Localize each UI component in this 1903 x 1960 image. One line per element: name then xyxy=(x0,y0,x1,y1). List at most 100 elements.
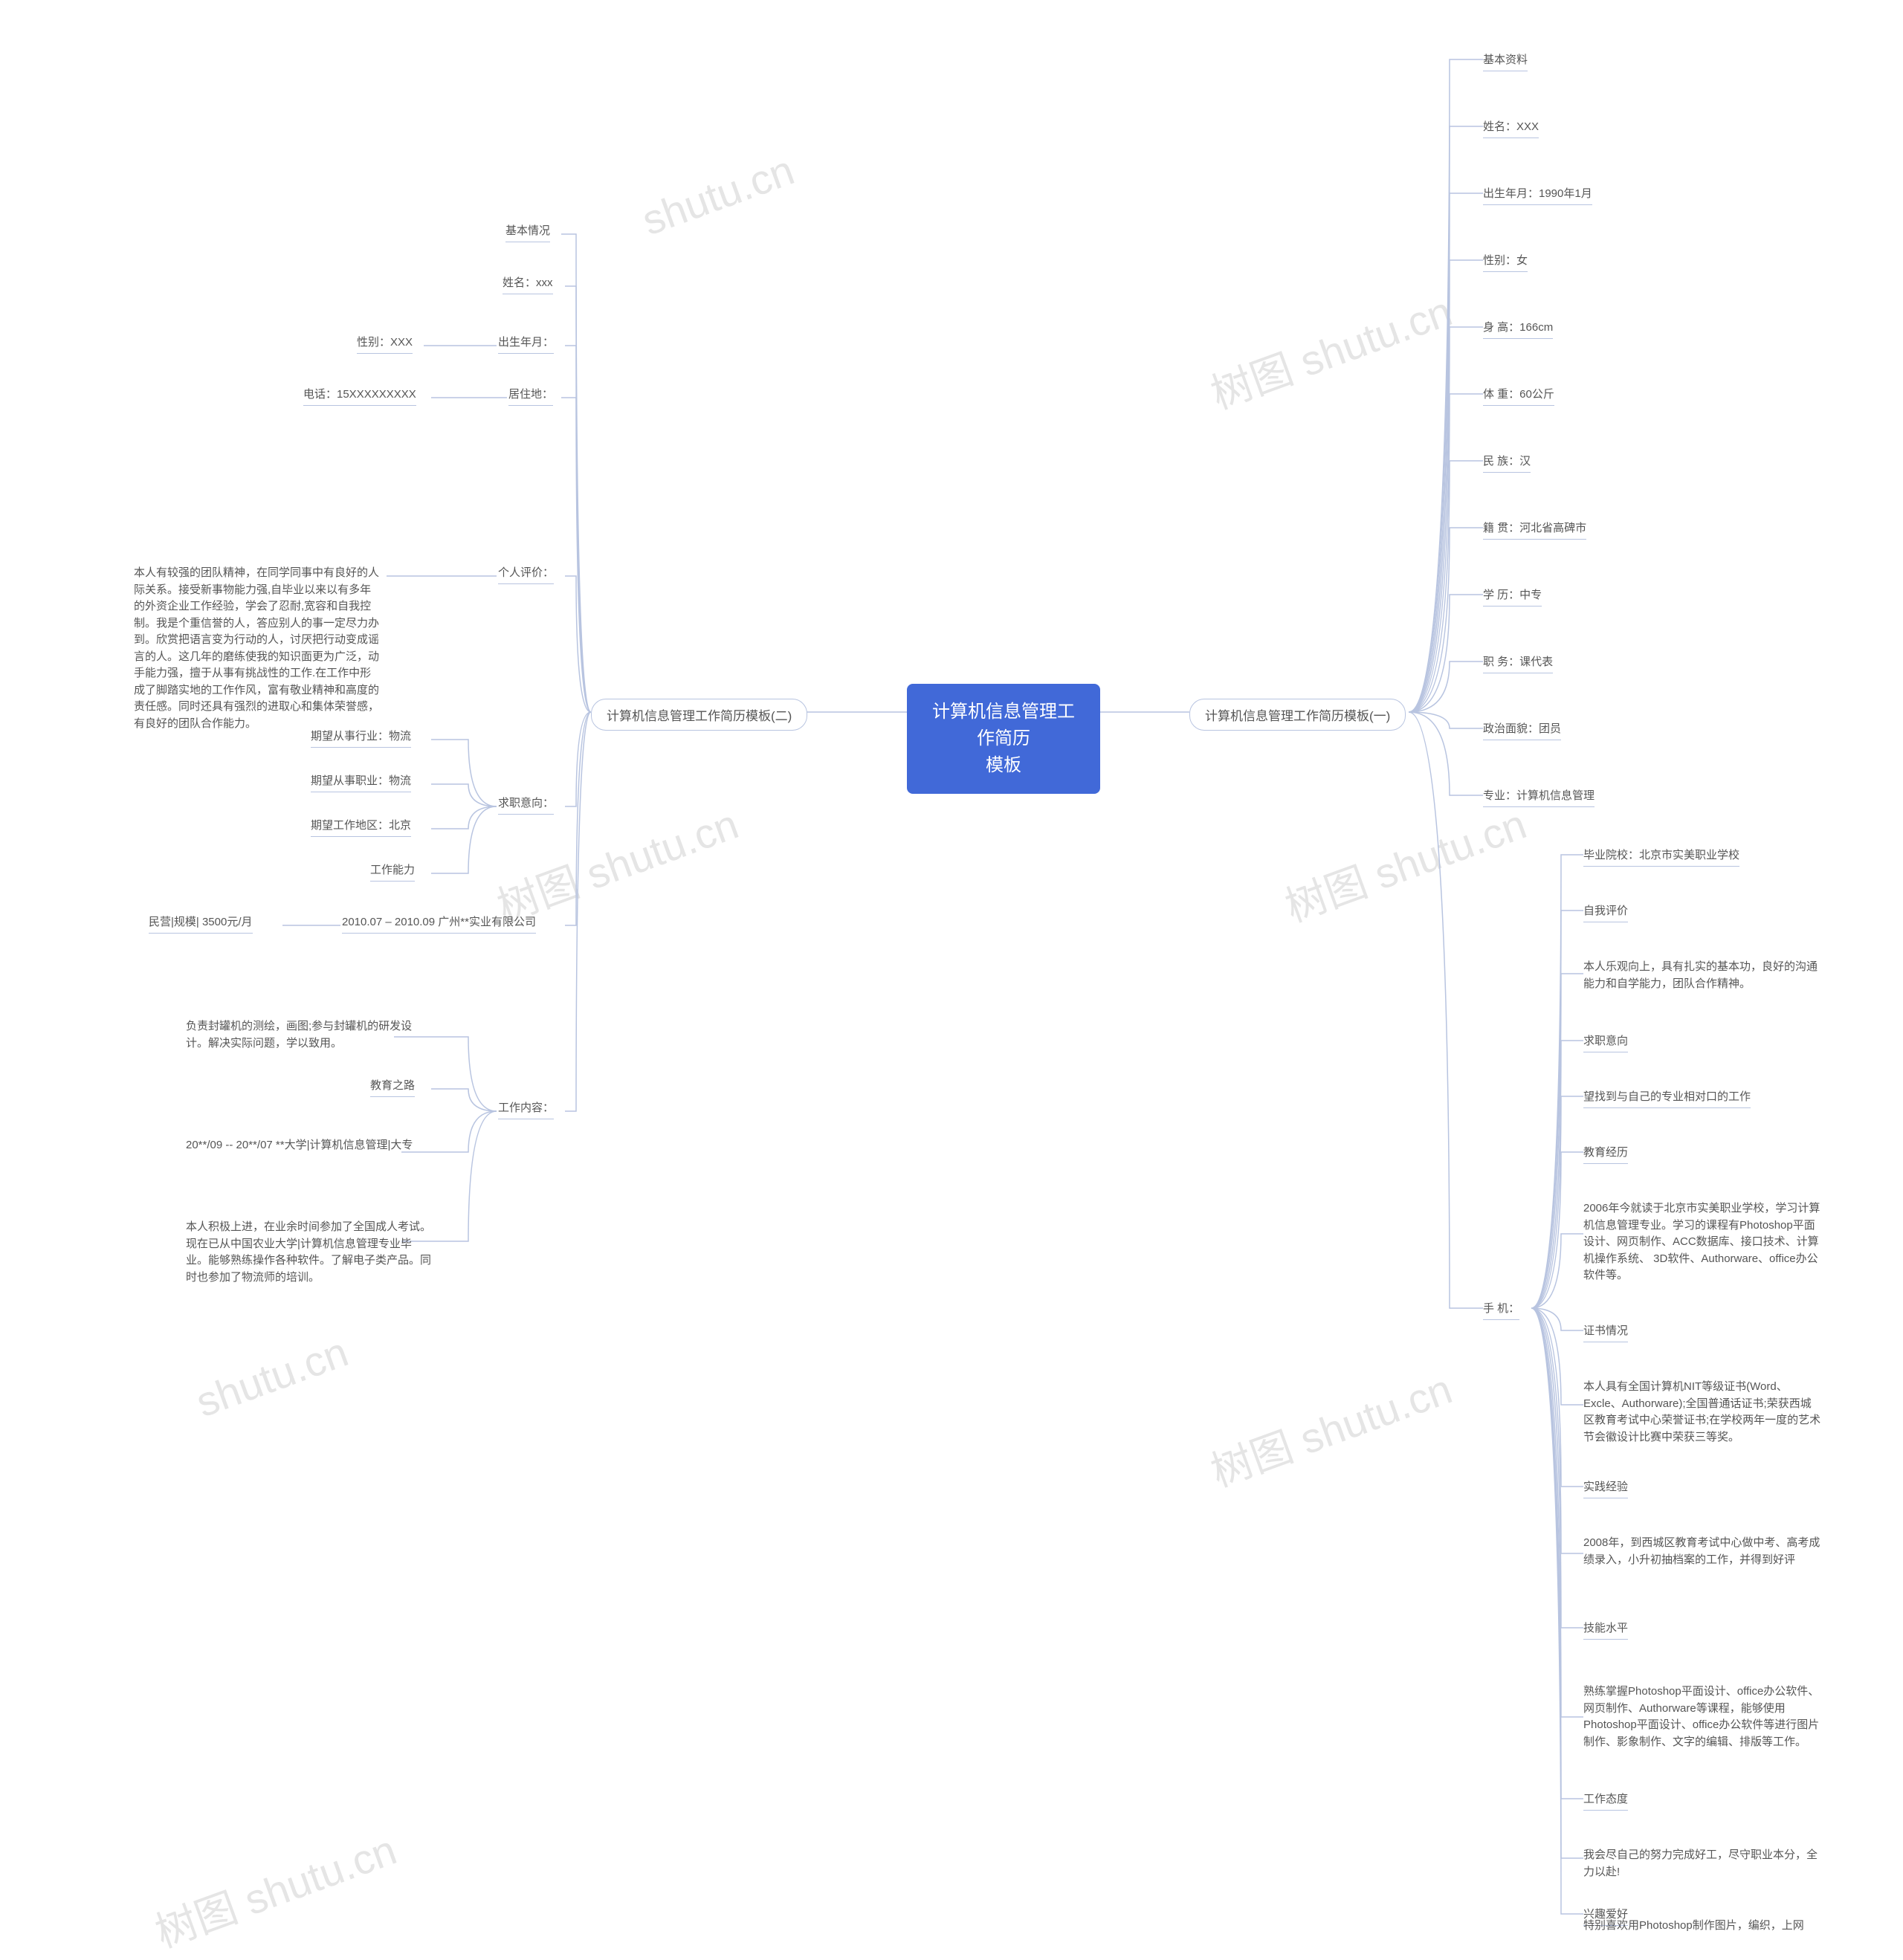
phone-item: 实践经验 xyxy=(1583,1479,1628,1498)
left-sub-item: 20**/09 -- 20**/07 **大学|计算机信息管理|大专 xyxy=(186,1137,413,1154)
left-sub-item: 负责封罐机的测绘，画图;参与封罐机的研发设计。解决实际问题，学以致用。 xyxy=(186,1018,431,1052)
phone-item: 2006年今就读于北京市实美职业学校，学习计算机信息管理专业。学习的课程有Pho… xyxy=(1583,1200,1821,1284)
phone-item: 技能水平 xyxy=(1583,1620,1628,1640)
right-item: 身 高：166cm xyxy=(1483,320,1553,339)
left-item-label: 出生年月： xyxy=(498,334,554,354)
phone-item: 特别喜欢用Photoshop制作图片，编织，上网 xyxy=(1583,1918,1804,1935)
right-item-text: 姓名：XXX xyxy=(1483,119,1539,138)
left-sub-text: 20**/09 -- 20**/07 **大学|计算机信息管理|大专 xyxy=(186,1139,413,1151)
phone-item-text: 望找到与自己的专业相对口的工作 xyxy=(1583,1089,1751,1108)
left-sub-item: 期望工作地区：北京 xyxy=(311,818,411,837)
left-sub-item: 教育之路 xyxy=(370,1078,415,1097)
left-sub-text: 教育之路 xyxy=(370,1078,415,1097)
right-item-text: 专业：计算机信息管理 xyxy=(1483,788,1595,807)
phone-item-text: 实践经验 xyxy=(1583,1479,1628,1498)
right-item-text: 民 族：汉 xyxy=(1483,453,1531,473)
left-sub-item: 本人有较强的团队精神，在同学同事中有良好的人际关系。接受新事物能力强,自毕业以来… xyxy=(134,565,379,732)
phone-item-text: 我会尽自己的努力完成好工，尽守职业本分，全力以赴! xyxy=(1583,1849,1818,1878)
phone-item: 自我评价 xyxy=(1583,903,1628,922)
left-item-label: 工作内容： xyxy=(498,1100,554,1119)
watermark: 树图 shutu.cn xyxy=(1201,1356,1459,1498)
left-item: 2010.07 – 2010.09 广州**实业有限公司 xyxy=(342,914,536,934)
phone-label: 手 机： xyxy=(1483,1301,1519,1320)
branch-right-label: 计算机信息管理工作简历模板(一) xyxy=(1205,709,1390,723)
right-item: 籍 贯：河北省高碑市 xyxy=(1483,520,1586,540)
phone-item: 熟练掌握Photoshop平面设计、office办公软件、网页制作、Author… xyxy=(1583,1684,1821,1750)
left-sub-text: 本人有较强的团队精神，在同学同事中有良好的人际关系。接受新事物能力强,自毕业以来… xyxy=(134,566,379,730)
phone-item: 教育经历 xyxy=(1583,1145,1628,1164)
phone-item-text: 求职意向 xyxy=(1583,1033,1628,1052)
left-item: 个人评价： xyxy=(498,565,554,584)
left-sub-text: 本人积极上进，在业余时间参加了全国成人考试。现在已从中国农业大学|计算机信息管理… xyxy=(186,1220,431,1284)
left-item-label: 基本情况 xyxy=(505,223,550,242)
phone-item: 2008年，到西城区教育考试中心做中考、高考成绩录入，小升初抽档案的工作，并得到… xyxy=(1583,1535,1821,1568)
right-item: 性别：女 xyxy=(1483,253,1528,272)
right-item: 基本资料 xyxy=(1483,52,1528,71)
watermark: shutu.cn xyxy=(636,146,800,245)
phone-item: 毕业院校：北京市实美职业学校 xyxy=(1583,847,1739,867)
watermark: 树图 shutu.cn xyxy=(1276,791,1534,934)
watermark: 树图 shutu.cn xyxy=(1201,278,1459,421)
right-item: 专业：计算机信息管理 xyxy=(1483,788,1595,807)
phone-item-text: 技能水平 xyxy=(1583,1620,1628,1640)
left-item: 工作内容： xyxy=(498,1100,554,1119)
phone-item: 本人乐观向上，具有扎实的基本功，良好的沟通能力和自学能力，团队合作精神。 xyxy=(1583,959,1821,992)
right-item-text: 基本资料 xyxy=(1483,52,1528,71)
right-item-text: 出生年月：1990年1月 xyxy=(1483,186,1592,205)
left-item-label: 个人评价： xyxy=(498,565,554,584)
phone-item-text: 工作态度 xyxy=(1583,1791,1628,1811)
left-item: 居住地： xyxy=(508,386,553,406)
right-item-text: 职 务：课代表 xyxy=(1483,654,1553,673)
right-item-text: 性别：女 xyxy=(1483,253,1528,272)
right-item: 出生年月：1990年1月 xyxy=(1483,186,1592,205)
right-item: 学 历：中专 xyxy=(1483,587,1542,607)
root-text: 计算机信息管理工作简历模板 xyxy=(932,702,1075,775)
left-sub-text: 性别：XXX xyxy=(357,334,413,354)
left-item: 出生年月： xyxy=(498,334,554,354)
watermark: 树图 shutu.cn xyxy=(146,1817,404,1959)
left-sub-item: 民营|规模| 3500元/月 xyxy=(149,914,253,934)
phone-item-text: 自我评价 xyxy=(1583,903,1628,922)
phone-item-text: 本人具有全国计算机NIT等级证书(Word、Excle、Authorware);… xyxy=(1583,1380,1820,1443)
right-item: 政治面貌：团员 xyxy=(1483,721,1561,740)
right-item: 民 族：汉 xyxy=(1483,453,1531,473)
left-sub-item: 工作能力 xyxy=(370,862,415,882)
root-node: 计算机信息管理工作简历模板 xyxy=(907,684,1100,794)
right-item-text: 体 重：60公斤 xyxy=(1483,386,1554,406)
right-item-text: 学 历：中专 xyxy=(1483,587,1542,607)
phone-item: 工作态度 xyxy=(1583,1791,1628,1811)
right-item: 体 重：60公斤 xyxy=(1483,386,1554,406)
left-sub-item: 本人积极上进，在业余时间参加了全国成人考试。现在已从中国农业大学|计算机信息管理… xyxy=(186,1219,431,1286)
left-sub-text: 期望从事职业：物流 xyxy=(311,773,411,792)
phone-item: 望找到与自己的专业相对口的工作 xyxy=(1583,1089,1751,1108)
branch-right[interactable]: 计算机信息管理工作简历模板(一) xyxy=(1189,699,1406,731)
left-sub-item: 期望从事职业：物流 xyxy=(311,773,411,792)
right-item: 职 务：课代表 xyxy=(1483,654,1553,673)
phone-item: 本人具有全国计算机NIT等级证书(Word、Excle、Authorware);… xyxy=(1583,1379,1821,1446)
phone-item: 证书情况 xyxy=(1583,1323,1628,1342)
left-sub-text: 工作能力 xyxy=(370,862,415,882)
phone-item: 我会尽自己的努力完成好工，尽守职业本分，全力以赴! xyxy=(1583,1847,1821,1880)
left-sub-text: 负责封罐机的测绘，画图;参与封罐机的研发设计。解决实际问题，学以致用。 xyxy=(186,1020,412,1049)
left-item-label: 居住地： xyxy=(508,386,553,406)
branch-left-label: 计算机信息管理工作简历模板(二) xyxy=(607,709,792,723)
left-sub-item: 电话：15XXXXXXXXX xyxy=(303,386,416,406)
left-item: 姓名：xxx xyxy=(503,275,553,294)
right-item-text: 籍 贯：河北省高碑市 xyxy=(1483,520,1586,540)
phone-item-text: 2006年今就读于北京市实美职业学校，学习计算机信息管理专业。学习的课程有Pho… xyxy=(1583,1202,1820,1281)
left-sub-text: 电话：15XXXXXXXXX xyxy=(303,386,416,406)
watermark: shutu.cn xyxy=(190,1327,354,1426)
left-sub-text: 期望工作地区：北京 xyxy=(311,818,411,837)
left-item-label: 2010.07 – 2010.09 广州**实业有限公司 xyxy=(342,914,536,934)
phone-item-text: 本人乐观向上，具有扎实的基本功，良好的沟通能力和自学能力，团队合作精神。 xyxy=(1583,960,1818,990)
left-sub-item: 期望从事行业：物流 xyxy=(311,728,411,748)
phone-item-text: 证书情况 xyxy=(1583,1323,1628,1342)
right-item: 姓名：XXX xyxy=(1483,119,1539,138)
phone-item-text: 特别喜欢用Photoshop制作图片，编织，上网 xyxy=(1583,1919,1804,1932)
left-sub-text: 民营|规模| 3500元/月 xyxy=(149,914,253,934)
right-item-text: 身 高：166cm xyxy=(1483,320,1553,339)
left-sub-text: 期望从事行业：物流 xyxy=(311,728,411,748)
phone-branch: 手 机： xyxy=(1483,1301,1519,1320)
left-item-label: 求职意向： xyxy=(498,795,554,815)
branch-left[interactable]: 计算机信息管理工作简历模板(二) xyxy=(591,699,807,731)
